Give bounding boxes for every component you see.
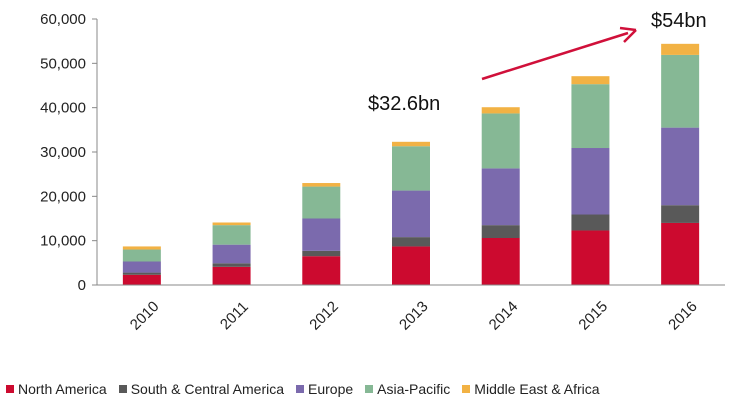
- bar-segment: [571, 148, 610, 215]
- bar-segment: [212, 244, 251, 264]
- legend-swatch: [118, 385, 127, 393]
- legend-label: South & Central America: [130, 381, 284, 397]
- bar-segment: [212, 263, 251, 267]
- bar-segment: [392, 146, 430, 191]
- legend-label: North America: [18, 381, 107, 397]
- annotation-2013-total: $32.6bn: [368, 93, 440, 115]
- bar-segment: [661, 205, 700, 223]
- legend-item: South & Central America: [118, 381, 284, 397]
- bar-segment: [122, 246, 161, 250]
- trend-arrow-line: [481, 31, 629, 81]
- legend-label: Middle East & Africa: [474, 381, 600, 397]
- bar-segment: [122, 261, 161, 273]
- x-tick-label: 2014: [486, 298, 522, 334]
- bar-segment: [481, 113, 520, 169]
- y-tick-label: 20,000: [40, 188, 86, 205]
- legend-swatch: [296, 385, 304, 393]
- x-tick-label: 2010: [127, 298, 163, 334]
- bar-segment: [302, 186, 341, 219]
- bar-segment: [212, 225, 251, 245]
- bar-segment: [302, 250, 341, 257]
- y-tick-label: 0: [78, 277, 86, 294]
- bar-segment: [571, 76, 610, 85]
- trend-arrow-head: [619, 26, 637, 43]
- y-tick-label: 50,000: [40, 55, 86, 72]
- legend-item: Europe: [296, 381, 353, 397]
- bar-segment: [481, 238, 520, 285]
- bar-segment: [661, 54, 700, 128]
- x-tick-label: 2011: [217, 298, 252, 333]
- legend-swatch: [365, 385, 374, 393]
- x-tick-label: 2015: [575, 298, 611, 334]
- legend-label: Europe: [308, 381, 354, 397]
- bar-segment: [571, 84, 610, 149]
- bar-segment: [481, 107, 520, 114]
- bar-segment: [122, 272, 161, 275]
- bar-segment: [661, 127, 700, 206]
- bar-segment: [302, 256, 341, 285]
- bar-segment: [212, 266, 251, 285]
- legend-swatch: [6, 385, 14, 393]
- bar-segment: [392, 190, 430, 238]
- bars: [122, 43, 700, 285]
- y-tick-label: 40,000: [40, 100, 86, 117]
- legend-swatch: [462, 385, 471, 393]
- legend: North America South & Central America Euro…: [6, 381, 600, 397]
- legend-item: Middle East & Africa: [462, 381, 600, 397]
- bar-segment: [571, 214, 610, 231]
- bar-segment: [392, 246, 430, 285]
- stacked-bar-chart: 0 10,000 20,000 30,000 40,000 50,000 60,000 20…: [40, 10, 725, 334]
- bar-segment: [661, 43, 700, 55]
- bar-segment: [481, 225, 520, 239]
- bar-segment: [392, 141, 430, 147]
- y-tick-label: 60,000: [40, 11, 86, 28]
- bar-segment: [212, 222, 251, 226]
- bar-segment: [571, 230, 610, 285]
- legend-item: North America: [6, 381, 107, 397]
- bar-segment: [392, 237, 430, 247]
- y-tick-label: 30,000: [40, 144, 86, 161]
- legend-label: Asia-Pacific: [377, 381, 451, 397]
- y-axis: 0 10,000 20,000 30,000 40,000 50,000 60,000: [40, 11, 98, 294]
- x-tick-label: 2013: [396, 298, 432, 334]
- x-axis: 2010 2011 2012 2013 2014 2015 2016: [97, 284, 725, 334]
- annotation-2016-total: $54bn: [651, 10, 707, 32]
- x-tick-label: 2012: [306, 298, 342, 334]
- bar-segment: [122, 249, 161, 262]
- bar-segment: [661, 222, 700, 285]
- x-tick-label: 2016: [665, 298, 701, 334]
- legend-item: Asia-Pacific: [365, 381, 450, 397]
- bar-segment: [302, 183, 341, 187]
- bar-segment: [122, 274, 161, 285]
- bar-segment: [481, 168, 520, 226]
- y-tick-label: 10,000: [40, 233, 86, 250]
- bar-segment: [302, 218, 341, 251]
